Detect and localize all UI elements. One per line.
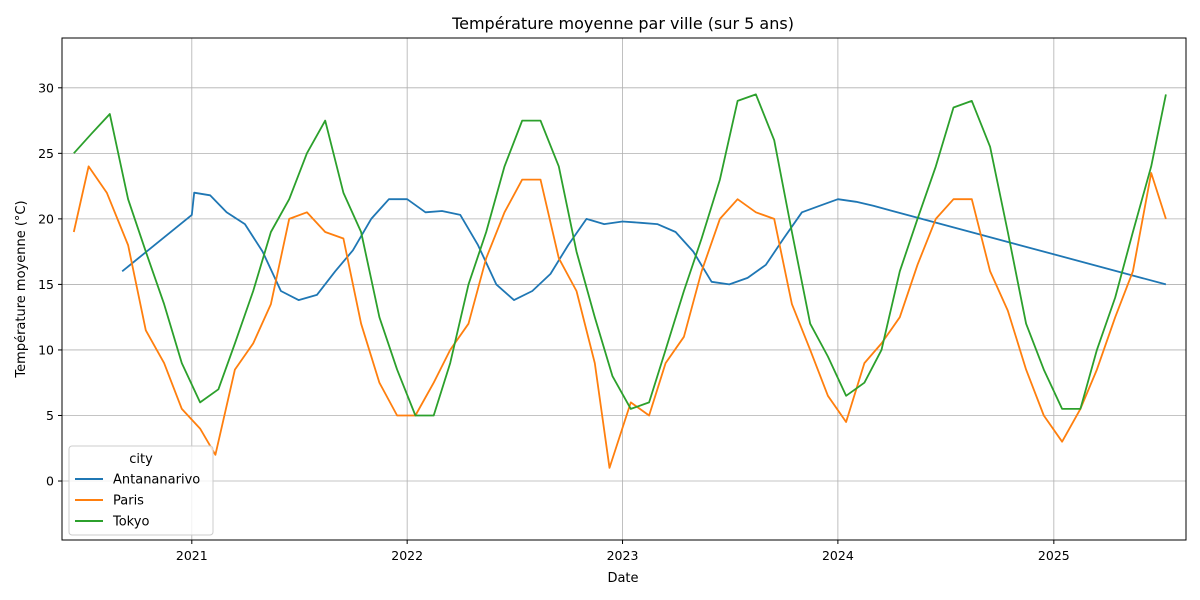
y-tick-label: 20 [38,211,54,226]
x-axis-title: Date [607,571,638,586]
legend-label-paris: Paris [113,494,144,509]
legend: city Antananarivo Paris Tokyo [68,445,214,536]
series-line-tokyo [73,93,1167,417]
y-tick-label: 10 [38,342,54,357]
legend-label-antananarivo: Antananarivo [113,473,200,488]
x-tick-label: 2025 [1038,548,1070,563]
legend-label-tokyo: Tokyo [112,515,149,530]
y-axis-title: Température moyenne (°C) [14,200,29,378]
legend-box [68,445,214,536]
series-line-paris [72,165,1167,469]
x-tick-label: 2022 [391,548,423,563]
legend-title: city [129,452,153,467]
legend-entries: Antananarivo Paris Tokyo [75,473,200,530]
x-tick-label: 2021 [176,548,208,563]
y-tick-label: 5 [46,408,54,423]
plot-frame [61,37,1187,541]
chart-title: Température moyenne par ville (sur 5 ans… [451,14,794,33]
y-tick-label: 15 [38,277,54,292]
y-tick-label: 30 [38,80,54,95]
series-lines [72,93,1167,469]
series-line-antananarivo [121,191,1167,302]
x-tick-label: 2023 [607,548,639,563]
x-tick-label: 2024 [822,548,854,563]
y-tick-label: 25 [38,146,54,161]
y-tick-label: 0 [46,474,54,489]
